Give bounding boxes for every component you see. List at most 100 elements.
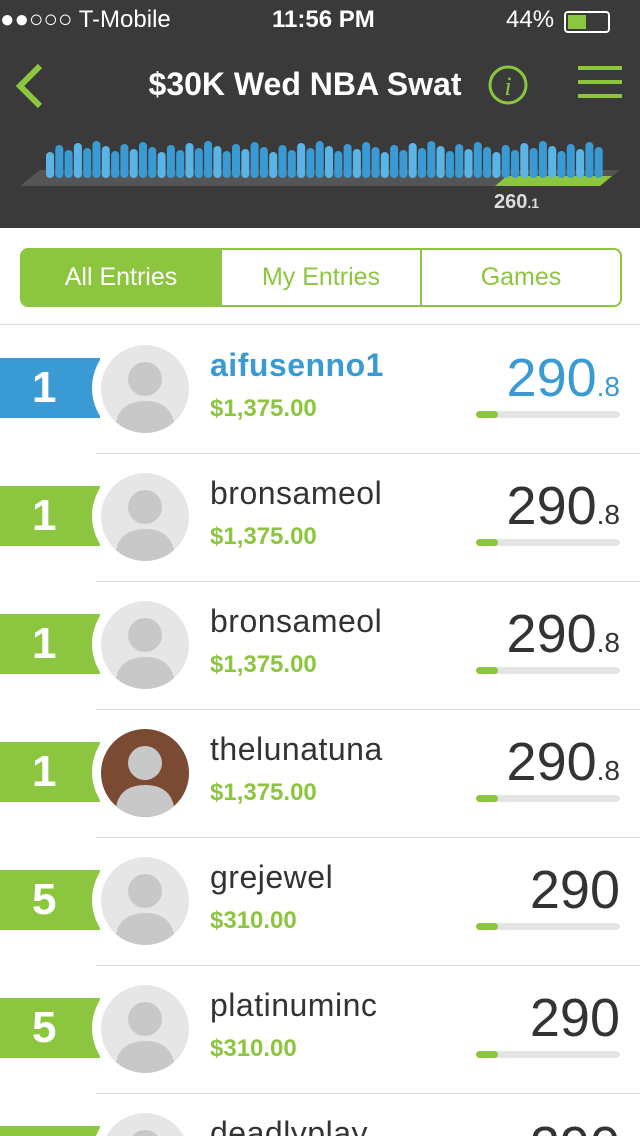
crowd-figure (120, 144, 129, 178)
crowd-figure (492, 152, 501, 178)
crowd-figure (455, 144, 464, 178)
crowd-figure (557, 151, 566, 178)
username: bronsameol (210, 603, 383, 639)
avatar-silhouette (115, 874, 175, 945)
username: thelunatuna (210, 731, 383, 767)
position-score: 260.1 (494, 191, 539, 213)
crowd-figure (538, 141, 547, 178)
tab[interactable]: My Entries (220, 250, 420, 305)
crowd-figure (325, 146, 333, 178)
menu-button[interactable] (578, 66, 622, 98)
crowd-figure (520, 143, 529, 178)
progress-bar (476, 411, 620, 418)
avatar-silhouette (115, 362, 175, 433)
crowd-figure (46, 152, 54, 178)
crowd-figure (287, 150, 296, 178)
entry-row[interactable]: 5 platinuminc $310.00 290 (0, 965, 640, 1093)
tab[interactable]: All Entries (22, 250, 220, 305)
crowd-figure (418, 148, 426, 178)
score: 290 (530, 987, 620, 1049)
battery-icon (564, 11, 610, 33)
crowd-figure (73, 143, 82, 178)
battery-percent: 44% (506, 6, 555, 33)
progress-bar (476, 539, 620, 546)
progress-fill (476, 1051, 498, 1058)
crowd-figure (297, 143, 306, 178)
prize: $1,375.00 (210, 651, 317, 678)
score-integer: 290 (529, 988, 620, 1048)
tabs: All Entries My Entries Games (20, 248, 622, 307)
crowd-figure (259, 147, 268, 178)
crowd-figure (390, 145, 399, 178)
entry-row[interactable]: 1 bronsameol $1,375.00 290.8 (0, 581, 640, 709)
contest-title: $30K Wed NBA Swat (148, 66, 462, 102)
progress-fill (476, 795, 498, 802)
crowd-figure (501, 145, 510, 178)
entry-row[interactable]: 1 bronsameol $1,375.00 290.8 (0, 453, 640, 581)
rank-badge: 5 (0, 998, 100, 1058)
crowd-figure (176, 150, 185, 178)
crowd-figure (576, 149, 585, 178)
score: 290 (530, 859, 620, 921)
crowd-figure (250, 142, 259, 178)
entry-row[interactable]: 5 grejewel $310.00 290 (0, 837, 640, 965)
crowd-figure (194, 148, 203, 178)
crowd-figure (157, 152, 166, 178)
separator (96, 581, 640, 582)
header-icons: i 260.1 (15, 11, 622, 213)
crowd-figure (232, 144, 240, 178)
crowd-figure (315, 141, 324, 178)
leaderboard: 1 aifusenno1 $1,375.00 290.8 1 bronsameol $1,3… (0, 324, 640, 1136)
crowd-figure (343, 144, 352, 178)
avatar (101, 473, 189, 561)
username: grejewel (210, 859, 334, 895)
score-decimal: .8 (596, 755, 620, 786)
crowd-figure (408, 143, 417, 178)
entry-row[interactable]: deadlyplay 290 (0, 1093, 640, 1136)
crowd-figure (352, 149, 361, 178)
avatar (101, 601, 189, 689)
crowd-figure (548, 146, 557, 178)
crowd-figure (111, 151, 120, 178)
crowd-figure (529, 148, 538, 178)
crowd-figure (92, 141, 101, 178)
crowd-figure (55, 145, 64, 178)
back-button[interactable] (15, 63, 43, 109)
crowd-figure (445, 151, 454, 178)
crowd-figure (511, 150, 519, 178)
score-decimal: .8 (596, 627, 620, 658)
separator (96, 965, 640, 966)
crowd-figure (566, 144, 575, 178)
score-integer: 290 (506, 348, 597, 408)
prize: $1,375.00 (210, 779, 317, 806)
crowd-figure (101, 146, 110, 178)
entry-row[interactable]: 1 aifusenno1 $1,375.00 290.8 (0, 325, 640, 453)
crowd-figure (371, 147, 380, 178)
separator (96, 1093, 640, 1094)
crowd-figure (213, 146, 222, 178)
crowd-figure (362, 142, 371, 178)
entry-row[interactable]: 1 thelunatuna $1,375.00 290.8 (0, 709, 640, 837)
rank-badge: 5 (0, 870, 100, 930)
prize: $1,375.00 (210, 395, 317, 422)
crowd-figure (334, 151, 343, 178)
score: 290.8 (507, 603, 620, 665)
avatar (101, 345, 189, 433)
score-integer: 290 (506, 476, 597, 536)
score-decimal: .8 (596, 499, 620, 530)
info-button[interactable] (488, 65, 528, 105)
score: 290 (530, 1115, 620, 1136)
crowd-figure (185, 143, 194, 178)
separator (96, 709, 640, 710)
rank-badge: 1 (0, 358, 100, 418)
prize: $1,375.00 (210, 523, 317, 550)
progress-fill (476, 539, 498, 546)
crowd-figure (139, 142, 147, 178)
tab[interactable]: Games (420, 250, 620, 305)
progress-fill (476, 923, 498, 930)
username: aifusenno1 (210, 347, 384, 383)
avatar-silhouette (115, 490, 175, 561)
crowd-figure (585, 142, 594, 178)
avatar-silhouette (115, 746, 175, 817)
